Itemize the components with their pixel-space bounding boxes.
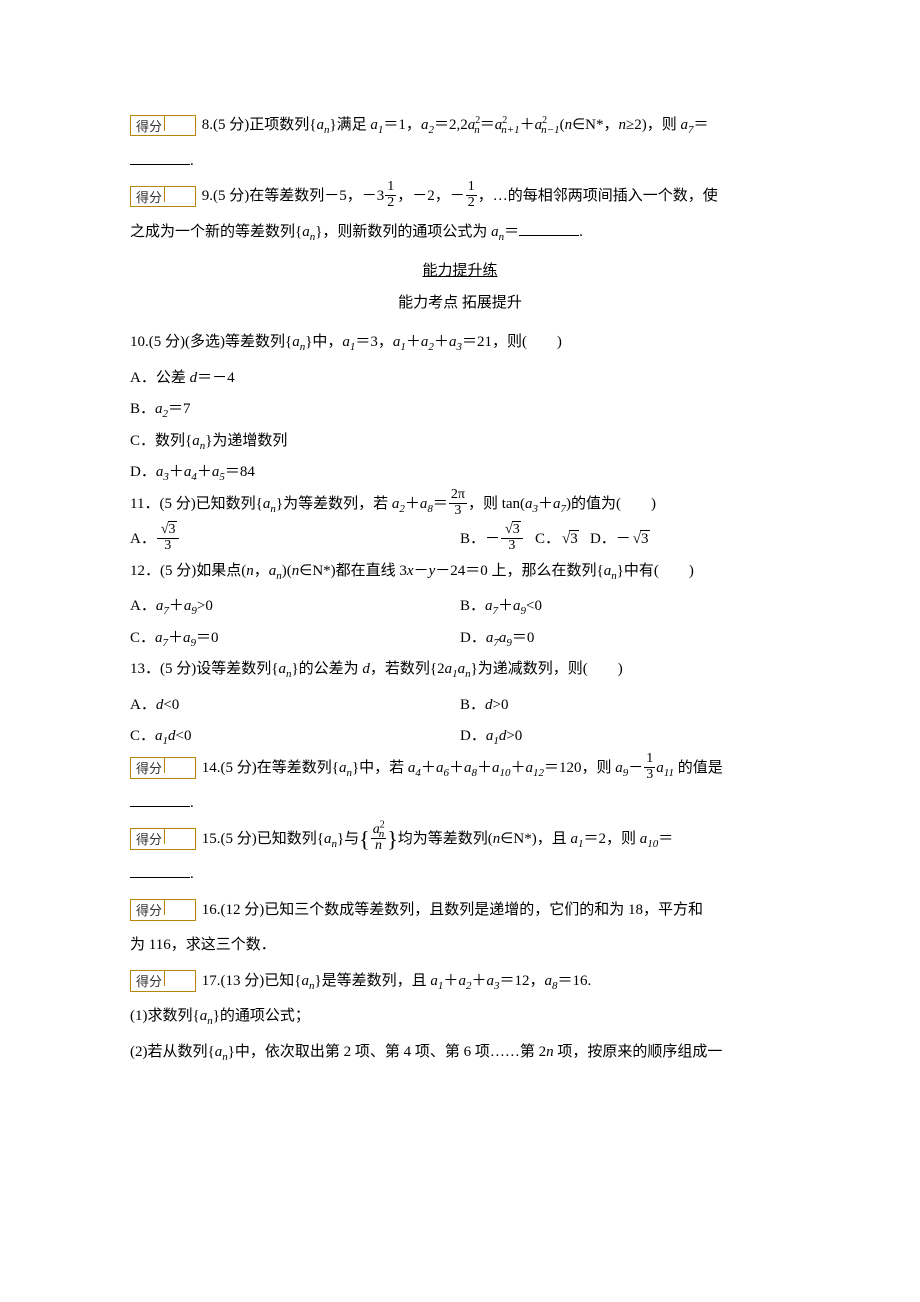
q9-line2: 之成为一个新的等差数列{an}，则新数列的通项公式为 an＝. bbox=[130, 217, 790, 249]
score-blank[interactable] bbox=[164, 116, 192, 131]
score-label: 得分 bbox=[134, 118, 164, 136]
score-label: 得分 bbox=[134, 189, 164, 207]
score-box[interactable]: 得分 bbox=[130, 186, 196, 208]
score-box[interactable]: 得分 bbox=[130, 757, 196, 779]
option-BCD: B．－33 C．3 D．－3 bbox=[460, 524, 790, 556]
score-label: 得分 bbox=[134, 831, 164, 849]
option-A: A．公差 d＝－4 bbox=[130, 363, 790, 395]
score-blank[interactable] bbox=[164, 758, 192, 773]
question-13: 13．(5 分)设等差数列{an}的公差为 d，若数列{2a1an}为递减数列，… bbox=[130, 654, 790, 686]
option-B: B．a7＋a9<0 bbox=[460, 591, 790, 623]
question-10: 10.(5 分)(多选)等差数列{an}中，a1＝3，a1＋a2＋a3＝21，则… bbox=[130, 327, 790, 359]
section-title-top: 能力提升练 bbox=[418, 256, 501, 288]
answer-blank[interactable] bbox=[130, 864, 190, 878]
q13-options-row1: A．d<0 B．d>0 bbox=[130, 690, 790, 722]
q9-text: 9.(5 分)在等差数列－5，－312，－2，－12，…的每相邻两项间插入一个数… bbox=[202, 188, 718, 204]
score-box[interactable]: 得分 bbox=[130, 970, 196, 992]
question-11: 11．(5 分)已知数列{an}为等差数列，若 a2＋a8＝2π3，则 tan(… bbox=[130, 489, 790, 521]
question-14: 得分 14.(5 分)在等差数列{an}中，若 a4＋a6＋a8＋a10＋a12… bbox=[130, 753, 790, 785]
question-12: 12．(5 分)如果点(n，an)(n∈N*)都在直线 3x－y－24＝0 上，… bbox=[130, 556, 790, 588]
option-A: A．33 bbox=[130, 524, 460, 556]
q14-text: 14.(5 分)在等差数列{an}中，若 a4＋a6＋a8＋a10＋a12＝12… bbox=[202, 760, 723, 776]
question-8: 得分 8.(5 分)正项数列{an}满足 a1＝1，a2＝2,2a2n＝a2n+… bbox=[130, 110, 790, 142]
q15-text: 15.(5 分)已知数列{an}与{a2nn}均为等差数列(n∈N*)，且 a1… bbox=[202, 831, 673, 847]
answer-blank[interactable] bbox=[130, 793, 190, 807]
section-title-bot: 能力考点 拓展提升 bbox=[130, 288, 790, 320]
q8-blank-line: . bbox=[130, 146, 790, 178]
score-blank[interactable] bbox=[164, 900, 192, 915]
option-C: C．a1d<0 bbox=[130, 721, 460, 753]
option-A: A．d<0 bbox=[130, 690, 460, 722]
q13-options-row2: C．a1d<0 D．a1d>0 bbox=[130, 721, 790, 753]
answer-blank[interactable] bbox=[519, 222, 579, 236]
question-9: 得分 9.(5 分)在等差数列－5，－312，－2，－12，…的每相邻两项间插入… bbox=[130, 181, 790, 213]
answer-blank[interactable] bbox=[130, 151, 190, 165]
score-label: 得分 bbox=[134, 902, 164, 920]
q14-blank: . bbox=[130, 788, 790, 820]
option-C: C．a7＋a9＝0 bbox=[130, 623, 460, 655]
option-C: C．数列{an}为递增数列 bbox=[130, 426, 790, 458]
q17-text: 17.(13 分)已知{an}是等差数列，且 a1＋a2＋a3＝12，a8＝16… bbox=[202, 973, 591, 989]
option-A: A．a7＋a9>0 bbox=[130, 591, 460, 623]
option-B: B．a2＝7 bbox=[130, 394, 790, 426]
score-box[interactable]: 得分 bbox=[130, 115, 196, 137]
score-label: 得分 bbox=[134, 760, 164, 778]
q12-options-row1: A．a7＋a9>0 B．a7＋a9<0 bbox=[130, 591, 790, 623]
score-box[interactable]: 得分 bbox=[130, 828, 196, 850]
score-blank[interactable] bbox=[164, 829, 192, 844]
q8-text: 8.(5 分)正项数列{an}满足 a1＝1，a2＝2,2a2n＝a2n+1＋a… bbox=[202, 117, 709, 133]
option-D: D．a3＋a4＋a5＝84 bbox=[130, 457, 790, 489]
score-label: 得分 bbox=[134, 973, 164, 991]
q11-options: A．33 B．－33 C．3 D．－3 bbox=[130, 524, 790, 556]
q15-blank: . bbox=[130, 859, 790, 891]
question-15: 得分 15.(5 分)已知数列{an}与{a2nn}均为等差数列(n∈N*)，且… bbox=[130, 824, 790, 856]
question-16: 得分 16.(12 分)已知三个数成等差数列，且数列是递增的，它们的和为 18，… bbox=[130, 895, 790, 927]
option-B: B．d>0 bbox=[460, 690, 790, 722]
score-blank[interactable] bbox=[164, 971, 192, 986]
q16-text1: 16.(12 分)已知三个数成等差数列，且数列是递增的，它们的和为 18，平方和 bbox=[202, 902, 703, 918]
option-D: D．a7a9＝0 bbox=[460, 623, 790, 655]
q10-options: A．公差 d＝－4 B．a2＝7 C．数列{an}为递增数列 D．a3＋a4＋a… bbox=[130, 363, 790, 489]
section-header: 能力提升练 能力考点 拓展提升 bbox=[130, 256, 790, 319]
q16-text2: 为 116，求这三个数． bbox=[130, 930, 790, 962]
question-17: 得分 17.(13 分)已知{an}是等差数列，且 a1＋a2＋a3＝12，a8… bbox=[130, 966, 790, 998]
q12-options-row2: C．a7＋a9＝0 D．a7a9＝0 bbox=[130, 623, 790, 655]
q17-part2: (2)若从数列{an}中，依次取出第 2 项、第 4 项、第 6 项……第 2n… bbox=[130, 1037, 790, 1069]
option-D: D．a1d>0 bbox=[460, 721, 790, 753]
score-box[interactable]: 得分 bbox=[130, 899, 196, 921]
score-blank[interactable] bbox=[164, 187, 192, 202]
q17-part1: (1)求数列{an}的通项公式； bbox=[130, 1001, 790, 1033]
